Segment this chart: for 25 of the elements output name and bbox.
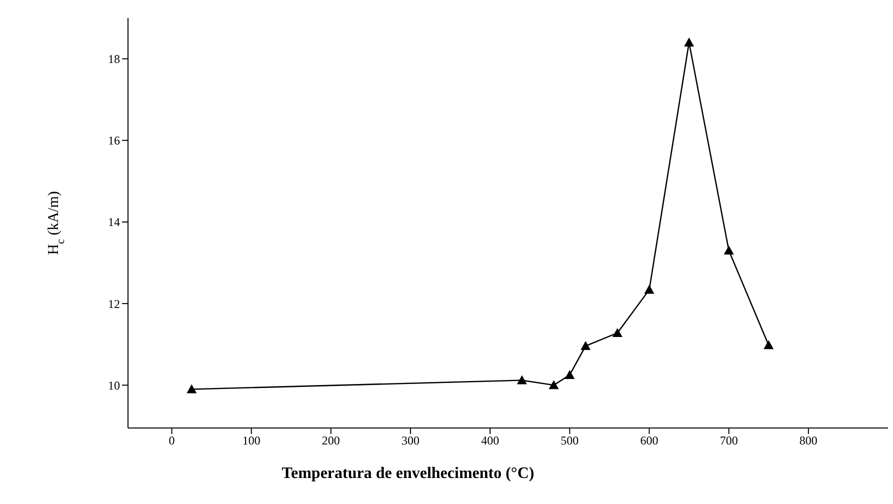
point xyxy=(684,37,694,46)
point xyxy=(564,370,575,379)
y-tick-label: 16 xyxy=(108,134,120,148)
x-tick-label: 500 xyxy=(560,434,579,448)
x-tick-label: 600 xyxy=(640,434,658,448)
point xyxy=(186,384,197,394)
point xyxy=(548,380,559,390)
point xyxy=(516,375,527,384)
x-tick-label: 300 xyxy=(402,434,420,448)
y-tick-label: 12 xyxy=(108,296,120,311)
x-tick-label: 100 xyxy=(242,434,260,448)
y-tick-label: 18 xyxy=(108,52,120,66)
y-tick-label: 14 xyxy=(108,215,120,230)
x-tick-label: 800 xyxy=(799,434,818,448)
point xyxy=(724,246,734,255)
x-tick-label: 400 xyxy=(481,434,500,448)
x-tick-label: 700 xyxy=(720,434,738,448)
x-tick-label: 0 xyxy=(168,434,175,448)
point xyxy=(580,341,591,350)
point xyxy=(764,340,774,350)
x-tick-label: 200 xyxy=(322,434,340,448)
x-axis-title: Temperatura de envelhecimento (°C) xyxy=(282,465,534,482)
y-tick-label: 10 xyxy=(108,378,120,392)
point xyxy=(644,284,654,294)
point xyxy=(612,328,622,337)
